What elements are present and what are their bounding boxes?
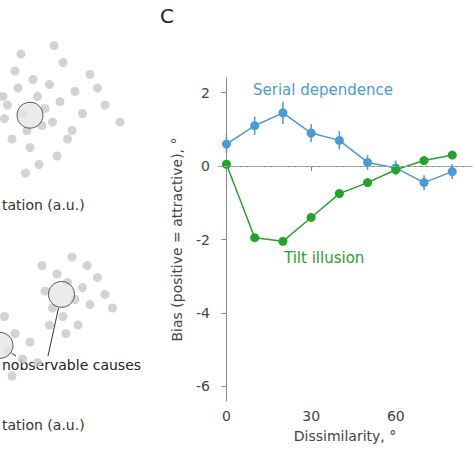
svg-text:2: 2 [201, 85, 210, 101]
svg-text:tation (a.u.): tation (a.u.) [2, 197, 85, 213]
svg-text:-4: -4 [196, 305, 210, 321]
svg-text:60: 60 [387, 408, 405, 424]
svg-text:C: C [160, 4, 174, 28]
svg-text:0: 0 [201, 158, 210, 174]
svg-text:Serial dependence: Serial dependence [253, 81, 393, 99]
svg-text:Tilt illusion: Tilt illusion [283, 249, 364, 267]
svg-text:-2: -2 [196, 232, 210, 248]
svg-text:nobservable causes: nobservable causes [2, 357, 141, 373]
svg-text:Dissimilarity, °: Dissimilarity, ° [294, 428, 396, 444]
svg-text:-6: -6 [196, 378, 210, 394]
svg-text:0: 0 [222, 408, 231, 424]
svg-text:Bias (positive = attractive),: Bias (positive = attractive), ° [169, 137, 185, 341]
svg-text:tation (a.u.): tation (a.u.) [2, 417, 85, 433]
svg-text:30: 30 [302, 408, 320, 424]
